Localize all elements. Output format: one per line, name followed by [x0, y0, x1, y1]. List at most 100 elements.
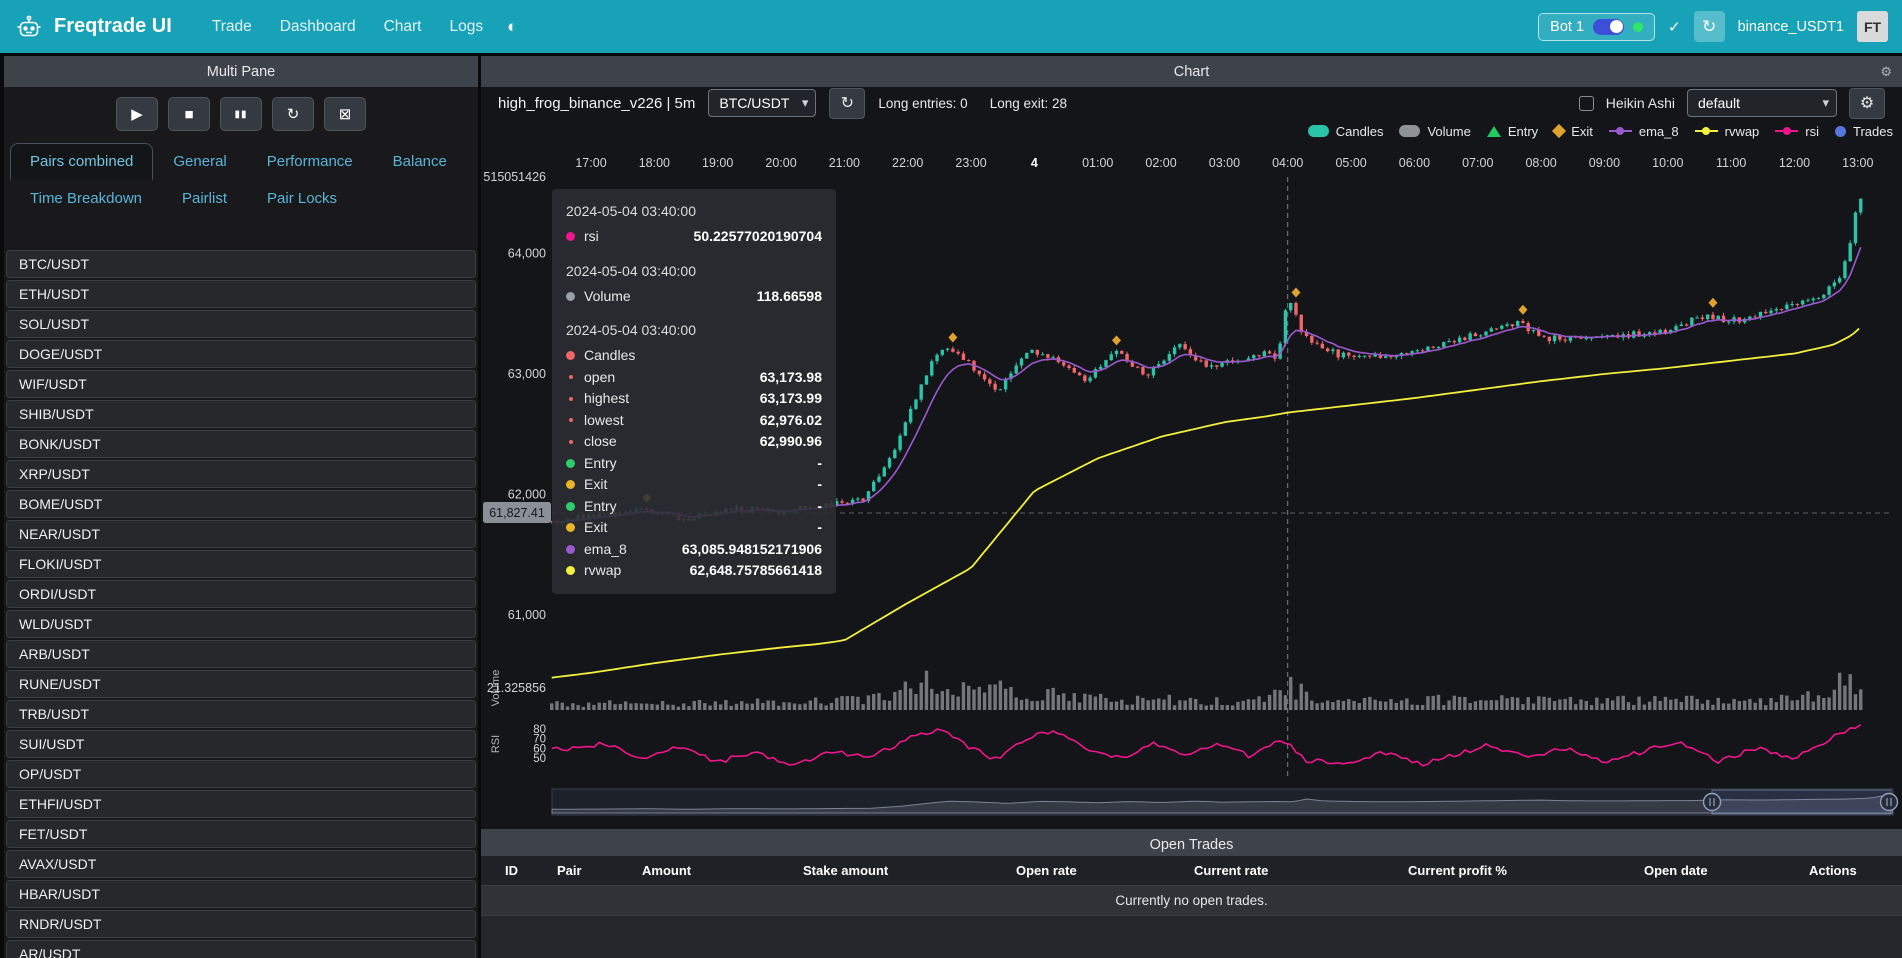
pair-item[interactable]: WLD/USDT: [6, 610, 476, 638]
tab-pairlist[interactable]: Pairlist: [162, 180, 247, 217]
panel-settings-icon[interactable]: ⚙: [1880, 64, 1892, 80]
tab-performance[interactable]: Performance: [247, 143, 373, 180]
pair-item[interactable]: ARB/USDT: [6, 640, 476, 668]
theme-toggle-icon[interactable]: ◐: [507, 17, 517, 37]
legend-label: Trades: [1853, 124, 1893, 139]
datazoom-slider[interactable]: [552, 789, 1893, 815]
legend-marker: [1308, 125, 1329, 137]
freqtrade-logo-icon: [14, 12, 44, 42]
pair-item[interactable]: ETH/USDT: [6, 280, 476, 308]
nav-item-trade[interactable]: Trade: [198, 18, 266, 36]
pair-item[interactable]: OP/USDT: [6, 760, 476, 788]
pair-select[interactable]: BTC/USDT: [708, 89, 816, 117]
plot-config-select[interactable]: default: [1687, 89, 1837, 117]
pair-item[interactable]: SOL/USDT: [6, 310, 476, 338]
stop-button[interactable]: ■: [168, 97, 210, 131]
tab-pairs-combined[interactable]: Pairs combined: [10, 143, 153, 180]
clear-icon: ⊠: [339, 105, 352, 123]
long-entries-label: Long entries: 0: [878, 96, 967, 111]
refresh-button[interactable]: ↻: [272, 97, 314, 131]
nav-item-dashboard[interactable]: Dashboard: [266, 18, 370, 36]
heikin-ashi-checkbox[interactable]: [1579, 96, 1594, 111]
legend-marker: [1775, 130, 1798, 133]
heikin-ashi-label: Heikin Ashi: [1606, 95, 1675, 111]
tab-pair-locks[interactable]: Pair Locks: [247, 180, 357, 217]
nav-item-logs[interactable]: Logs: [435, 18, 497, 36]
stop-icon: ■: [184, 106, 193, 123]
pair-item[interactable]: BONK/USDT: [6, 430, 476, 458]
pair-item[interactable]: FET/USDT: [6, 820, 476, 848]
bot-controls: ▶ ■ ▮▮ ↻ ⊠: [4, 97, 478, 131]
navbar-right: Bot 1 ✓ ↻ binance_USDT1 FT: [1538, 11, 1888, 42]
legend-item-ema_8[interactable]: ema_8: [1609, 124, 1679, 139]
pair-item[interactable]: BTC/USDT: [6, 250, 476, 278]
pair-item[interactable]: WIF/USDT: [6, 370, 476, 398]
legend-item-candles[interactable]: Candles: [1308, 124, 1384, 139]
pair-item[interactable]: BOME/USDT: [6, 490, 476, 518]
column-current-rate: Current rate: [1194, 863, 1408, 878]
bot-selector[interactable]: Bot 1: [1538, 13, 1655, 41]
brand[interactable]: Freqtrade UI: [14, 12, 172, 42]
strategy-label: high_frog_binance_v226 | 5m: [498, 95, 695, 112]
pair-item[interactable]: AR/USDT: [6, 940, 476, 958]
chart-legend: Candles Volume Entry Exit ema_8 rvwap rsi Trade…: [1308, 120, 1893, 142]
column-id: ID: [481, 863, 557, 878]
legend-label: Candles: [1336, 124, 1384, 139]
bot-toggle[interactable]: [1593, 19, 1624, 35]
pair-item[interactable]: HBAR/USDT: [6, 880, 476, 908]
sidebar-title: Multi Pane: [207, 64, 276, 80]
signals-summary: Long entries: 0 Long exit: 28: [878, 96, 1067, 111]
plot-settings-button[interactable]: ⚙: [1849, 88, 1885, 119]
pair-item[interactable]: SUI/USDT: [6, 730, 476, 758]
pair-list: BTC/USDTETH/USDTSOL/USDTDOGE/USDTWIF/USD…: [4, 217, 478, 958]
column-amount: Amount: [642, 863, 803, 878]
legend-label: Exit: [1571, 124, 1593, 139]
legend-item-volume[interactable]: Volume: [1399, 124, 1470, 139]
legend-marker: [1695, 130, 1718, 133]
chart-panel-header: Chart ⚙: [481, 56, 1902, 87]
pause-button[interactable]: ▮▮: [220, 97, 262, 131]
tab-general[interactable]: General: [153, 143, 246, 180]
pair-item[interactable]: RUNE/USDT: [6, 670, 476, 698]
legend-marker: [1552, 124, 1566, 138]
play-icon: ▶: [131, 105, 143, 123]
gear-icon: ⚙: [1860, 93, 1874, 113]
legend-item-exit[interactable]: Exit: [1554, 124, 1593, 139]
legend-label: rsi: [1805, 124, 1819, 139]
long-exit-label: Long exit: 28: [990, 96, 1067, 111]
pair-item[interactable]: TRB/USDT: [6, 700, 476, 728]
tab-balance[interactable]: Balance: [373, 143, 467, 180]
nav-links: TradeDashboardChartLogs: [198, 18, 497, 36]
user-avatar[interactable]: FT: [1857, 11, 1888, 42]
chart-toolbar: high_frog_binance_v226 | 5m BTC/USDT ▾ ↻…: [481, 86, 1902, 120]
legend-marker: [1609, 130, 1632, 133]
pair-item[interactable]: NEAR/USDT: [6, 520, 476, 548]
pair-item[interactable]: XRP/USDT: [6, 460, 476, 488]
global-reload-button[interactable]: ↻: [1694, 11, 1725, 42]
clear-button[interactable]: ⊠: [324, 97, 366, 131]
pair-item[interactable]: DOGE/USDT: [6, 340, 476, 368]
legend-item-rvwap[interactable]: rvwap: [1695, 124, 1760, 139]
pair-item[interactable]: FLOKI/USDT: [6, 550, 476, 578]
legend-item-rsi[interactable]: rsi: [1775, 124, 1819, 139]
legend-item-entry[interactable]: Entry: [1487, 124, 1538, 139]
column-actions: Actions: [1809, 863, 1901, 878]
refresh-icon: ↻: [841, 93, 854, 113]
pair-item[interactable]: AVAX/USDT: [6, 850, 476, 878]
sidebar-header: Multi Pane: [4, 56, 478, 87]
chart-refresh-button[interactable]: ↻: [829, 88, 865, 119]
chart-panel-title: Chart: [1174, 64, 1209, 80]
tab-time-breakdown[interactable]: Time Breakdown: [10, 180, 162, 217]
legend-item-trades[interactable]: Trades: [1835, 124, 1893, 139]
legend-marker: [1399, 125, 1420, 137]
pair-item[interactable]: SHIB/USDT: [6, 400, 476, 428]
legend-label: Volume: [1427, 124, 1470, 139]
pair-item[interactable]: RNDR/USDT: [6, 910, 476, 938]
pair-item[interactable]: ORDI/USDT: [6, 580, 476, 608]
play-button[interactable]: ▶: [116, 97, 158, 131]
pair-item[interactable]: ETHFI/USDT: [6, 790, 476, 818]
nav-item-chart[interactable]: Chart: [370, 18, 436, 36]
legend-label: rvwap: [1725, 124, 1760, 139]
legend-marker: [1835, 126, 1846, 137]
pause-icon: ▮▮: [234, 109, 247, 120]
